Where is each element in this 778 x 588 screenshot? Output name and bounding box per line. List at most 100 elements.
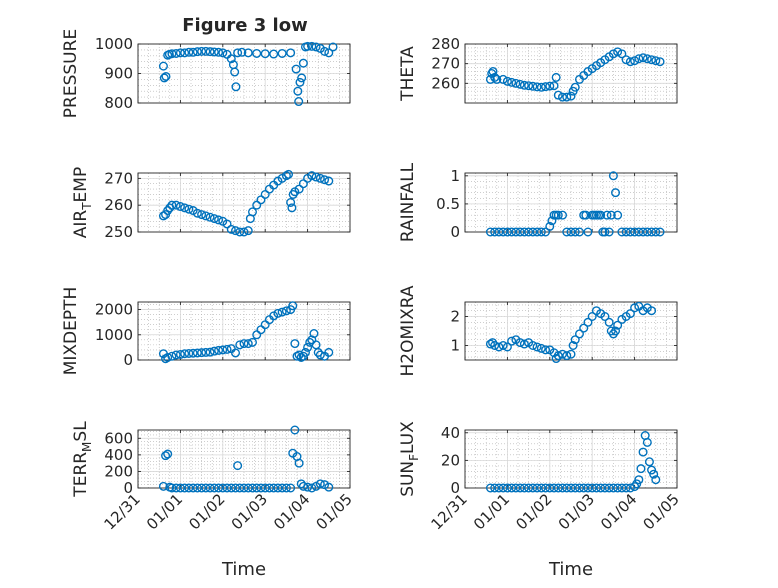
data-point [502, 342, 512, 352]
data-point [237, 47, 247, 57]
data-point [294, 458, 304, 468]
data-point [281, 483, 291, 493]
data-point [273, 483, 283, 493]
y-tick-label: 0 [123, 351, 133, 369]
y-axis-label: RAINFALL [398, 162, 418, 242]
y-tick-label: 1 [450, 167, 460, 185]
data-point [587, 312, 597, 322]
data-point [320, 175, 330, 185]
data-point [528, 483, 538, 493]
data-point [158, 211, 168, 221]
x-tick-label: 01/01 [470, 490, 513, 533]
data-point [638, 227, 648, 237]
data-point [608, 49, 618, 59]
data-point [485, 74, 495, 84]
data-point [519, 339, 529, 349]
axes-box [137, 429, 351, 489]
data-point [574, 227, 584, 237]
data-point [180, 349, 190, 359]
data-point [494, 227, 504, 237]
data-point [175, 483, 185, 493]
data-point [490, 341, 500, 351]
data-point [532, 342, 542, 352]
data-point [558, 210, 568, 220]
data-point [553, 483, 563, 493]
data-point [507, 336, 517, 346]
y-tick-label: 0 [123, 479, 133, 497]
data-point [608, 171, 618, 181]
data-point [184, 348, 194, 358]
y-axis-label: AIRTEMP [71, 167, 94, 238]
data-point [581, 210, 591, 220]
y-tick-label: 800 [104, 94, 133, 112]
data-point [197, 348, 207, 358]
data-point [621, 483, 631, 493]
y-tick-label: 260 [104, 196, 133, 214]
data-point [570, 335, 580, 345]
data-point [570, 82, 580, 92]
data-point [298, 58, 308, 68]
data-point [243, 48, 253, 58]
data-point [498, 341, 508, 351]
data-point [303, 41, 313, 51]
y-tick-label: 1000 [95, 35, 133, 53]
x-tick-label: 01/05 [640, 490, 683, 533]
data-point [239, 227, 249, 237]
subplot-3: 250 260 270 AIRTEMP [71, 167, 351, 241]
data-point [209, 346, 219, 356]
data-point [655, 57, 665, 67]
data-point [247, 483, 257, 493]
data-point [320, 46, 330, 56]
data-point [188, 483, 198, 493]
data-point [591, 483, 601, 493]
data-point [485, 483, 495, 493]
data-point [545, 221, 555, 231]
data-point [528, 227, 538, 237]
x-tick-label: 01/04 [270, 490, 313, 533]
data-point [562, 351, 572, 361]
data-point [247, 337, 257, 347]
data-point [243, 483, 253, 493]
data-point [488, 67, 498, 77]
data-point [644, 457, 654, 467]
data-point [528, 341, 538, 351]
data-point [613, 320, 623, 330]
data-point [226, 54, 236, 64]
data-point [625, 309, 635, 319]
data-point [634, 227, 644, 237]
x-tick-label: 01/02 [512, 490, 555, 533]
data-point [634, 54, 644, 64]
y-tick-label: 600 [104, 429, 133, 447]
data-point [163, 352, 173, 362]
data-point [298, 481, 308, 491]
data-point [562, 483, 572, 493]
data-point [528, 81, 538, 91]
data-point [209, 483, 219, 493]
y-axis-label: PRESSURE [61, 29, 81, 118]
data-point [630, 482, 640, 492]
data-point [604, 227, 614, 237]
subplot-8: 0 20 40 12/31 01/01 01/02 01/03 01/04 01/05 Time S… [398, 421, 683, 580]
data-point [611, 188, 621, 198]
data-point [298, 179, 308, 189]
data-point [252, 48, 262, 58]
data-point [621, 227, 631, 237]
data-point [649, 469, 659, 479]
data-point [231, 483, 241, 493]
y-axis-label: THETA [398, 46, 418, 102]
data-point [163, 206, 173, 216]
data-point [201, 347, 211, 357]
data-point [184, 483, 194, 493]
y-tick-label: 20 [441, 451, 460, 469]
data-point [226, 224, 236, 234]
data-point [647, 55, 657, 65]
y-tick-label: 270 [104, 169, 133, 187]
data-point [167, 483, 177, 493]
subplot-5: 0 1000 2000 MIXDEPTH [61, 287, 351, 375]
data-point [226, 483, 236, 493]
data-point [604, 483, 614, 493]
data-point [256, 483, 266, 493]
data-point [634, 475, 644, 485]
